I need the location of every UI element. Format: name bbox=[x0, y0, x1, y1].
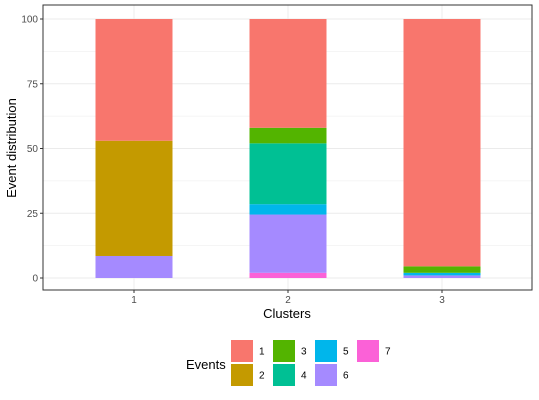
y-tick-label: 50 bbox=[27, 144, 39, 155]
legend-label-2: 2 bbox=[259, 371, 265, 382]
bar-segment-cluster-1-event-6 bbox=[95, 255, 173, 278]
legend-key-1 bbox=[231, 340, 253, 362]
legend-label-1: 1 bbox=[259, 347, 265, 358]
bar-segment-cluster-3-event-1 bbox=[403, 19, 481, 267]
bar-segment-cluster-1-event-1 bbox=[95, 19, 173, 141]
bars bbox=[95, 19, 481, 278]
bar-segment-cluster-3-event-3 bbox=[403, 266, 481, 273]
legend-key-3 bbox=[273, 340, 295, 362]
bar-segment-cluster-2-event-1 bbox=[249, 19, 327, 128]
y-tick-label: 100 bbox=[21, 15, 38, 26]
legend-key-7 bbox=[357, 340, 379, 362]
y-tick-label: 0 bbox=[32, 274, 38, 285]
legend-label-5: 5 bbox=[343, 347, 349, 358]
y-axis-title: Event distribution bbox=[4, 98, 19, 198]
x-tick-label: 1 bbox=[131, 295, 137, 306]
legend-key-5 bbox=[315, 340, 337, 362]
legend-key-4 bbox=[273, 364, 295, 386]
bar-segment-cluster-2-event-6 bbox=[249, 214, 327, 273]
legend-label-3: 3 bbox=[301, 347, 307, 358]
legend-label-4: 4 bbox=[301, 371, 307, 382]
legend-key-2 bbox=[231, 364, 253, 386]
bar-segment-cluster-2-event-7 bbox=[249, 272, 327, 278]
x-axis-title: Clusters bbox=[263, 306, 311, 321]
y-tick-label: 25 bbox=[27, 209, 39, 220]
legend: Events 1 2 3 4 5 6 7 bbox=[186, 340, 391, 386]
bar-segment-cluster-3-event-6 bbox=[403, 275, 481, 278]
legend-label-7: 7 bbox=[385, 347, 391, 358]
bar-segment-cluster-2-event-5 bbox=[249, 204, 327, 215]
y-tick-label: 75 bbox=[27, 79, 39, 90]
legend-title: Events bbox=[186, 357, 226, 372]
axes: 0 25 50 75 100 1 2 3 bbox=[21, 15, 445, 307]
bar-segment-cluster-2-event-3 bbox=[249, 127, 327, 144]
bar-segment-cluster-1-event-2 bbox=[95, 140, 173, 256]
x-tick-label: 2 bbox=[285, 295, 291, 306]
legend-label-6: 6 bbox=[343, 371, 349, 382]
legend-key-6 bbox=[315, 364, 337, 386]
bar-segment-cluster-3-event-5 bbox=[403, 272, 481, 276]
bar-segment-cluster-2-event-4 bbox=[249, 143, 327, 205]
x-tick-label: 3 bbox=[439, 295, 445, 306]
